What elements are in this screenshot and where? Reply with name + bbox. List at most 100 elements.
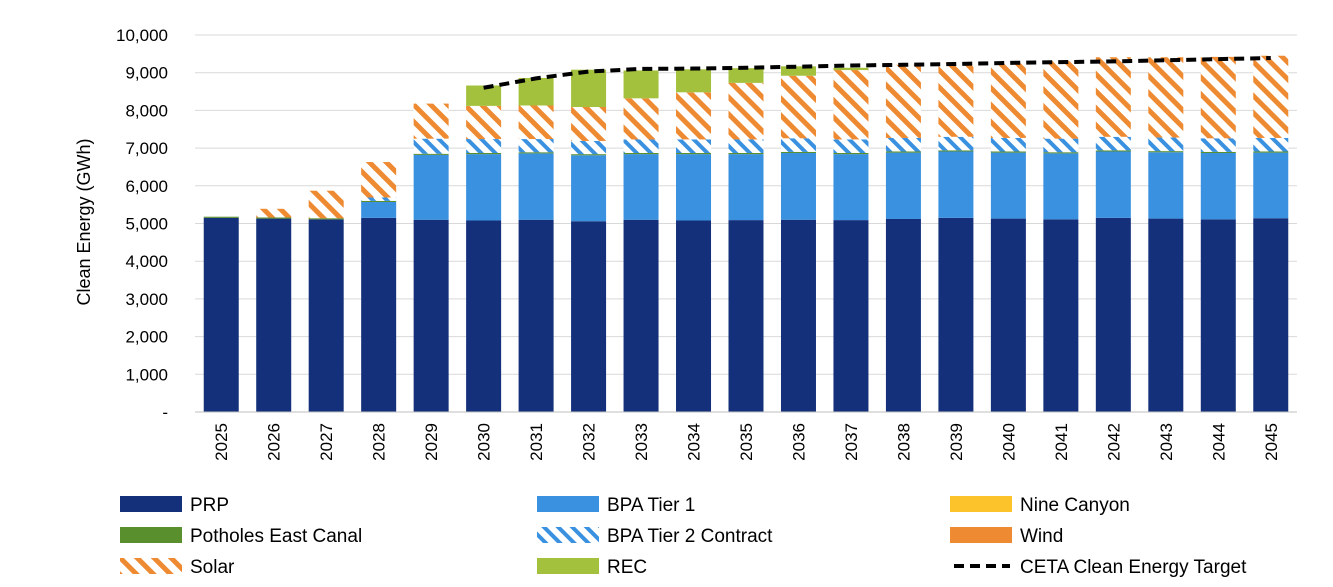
legend-item: Potholes East Canal — [120, 526, 362, 547]
bar-stack — [571, 69, 607, 412]
bar-segment-bpa-tier-1 — [361, 202, 397, 218]
bar-segment-prp — [1043, 219, 1079, 412]
bar-stack — [1200, 56, 1236, 412]
bar-segment-potholes-east-canal — [1253, 151, 1289, 153]
bar-segment-solar — [833, 70, 869, 140]
bar-segment-bpa-tier-2-contract — [1043, 138, 1079, 153]
bar-segment-potholes-east-canal — [466, 153, 502, 155]
bar-segment-bpa-tier-1 — [623, 154, 659, 220]
bar-segment-solar — [466, 105, 502, 140]
bar-segment-prp — [728, 220, 764, 412]
bar-stack — [413, 103, 449, 412]
bar-segment-solar — [885, 64, 921, 138]
bar-segment-bpa-tier-2-contract — [1095, 136, 1131, 151]
bar-segment-prp — [990, 218, 1026, 412]
bar-segment-bpa-tier-2-contract — [518, 139, 554, 153]
bar-segment-prp — [1148, 218, 1184, 412]
y-tick-label: 8,000 — [125, 101, 168, 120]
bar-segment-prp — [361, 217, 397, 412]
x-tick-label: 2037 — [842, 423, 861, 461]
bar-segment-potholes-east-canal — [1200, 151, 1236, 154]
legend-swatch — [950, 496, 1012, 512]
bar-segment-prp — [571, 221, 607, 412]
bar-segment-bpa-tier-1 — [676, 154, 712, 221]
legend-label: BPA Tier 1 — [607, 495, 695, 516]
legend-label: Wind — [1020, 526, 1063, 547]
legend-swatch — [950, 527, 1012, 543]
bar-segment-bpa-tier-1 — [571, 155, 607, 222]
bar-segment-rec — [623, 70, 659, 99]
y-tick-label: 10,000 — [116, 26, 168, 45]
bar-stack — [1095, 57, 1131, 412]
bar-segment-prp — [518, 219, 554, 412]
bar-segment-potholes-east-canal — [1043, 152, 1079, 154]
legend-item: PRP — [120, 495, 229, 516]
bar-segment-rec — [833, 67, 869, 71]
legend-item: BPA Tier 2 Contract — [537, 526, 773, 547]
legend-swatch — [537, 496, 599, 512]
bar-segment-prp — [1253, 218, 1289, 412]
bar-segment-solar — [1200, 56, 1236, 139]
y-tick-label: 1,000 — [125, 365, 168, 384]
bar-segment-prp — [413, 219, 449, 412]
bar-segment-potholes-east-canal — [780, 151, 816, 154]
bar-stack — [676, 69, 712, 412]
legend-item: REC — [537, 557, 647, 578]
bar-stack — [885, 64, 921, 412]
bar-segment-bpa-tier-2-contract — [571, 140, 607, 155]
bar-segment-solar — [780, 75, 816, 139]
legend-item: Solar — [120, 557, 235, 578]
bar-segment-potholes-east-canal — [676, 153, 712, 155]
y-tick-label: 2,000 — [125, 328, 168, 347]
bar-segment-potholes-east-canal — [885, 151, 921, 153]
bar-stack — [256, 208, 292, 412]
bar-segment-bpa-tier-2-contract — [938, 136, 974, 151]
bar-segment-solar — [1148, 57, 1184, 138]
bar-stack — [780, 66, 816, 412]
ceta-target-line — [483, 55, 1271, 90]
y-axis-title: Clean Energy (GWh) — [74, 138, 94, 305]
x-tick-label: 2033 — [632, 423, 651, 461]
bar-segment-potholes-east-canal — [571, 154, 607, 156]
bar-segment-potholes-east-canal — [623, 153, 659, 155]
bar-stack — [308, 190, 344, 412]
bar-segment-bpa-tier-2-contract — [676, 139, 712, 154]
bar-segment-potholes-east-canal — [990, 151, 1026, 153]
bar-segment-solar — [1095, 57, 1131, 137]
legend-swatch — [537, 558, 599, 574]
bar-segment-bpa-tier-2-contract — [623, 139, 659, 154]
legend-label: REC — [607, 557, 647, 578]
legend-item: BPA Tier 1 — [537, 495, 695, 516]
legend: PRP BPA Tier 1 Nine Canyon Potholes East Ca… — [120, 495, 1247, 578]
bar-segment-prp — [466, 220, 502, 412]
bar-segment-solar — [728, 82, 764, 140]
bar-segment-bpa-tier-2-contract — [728, 139, 764, 154]
bar-stack — [1148, 57, 1184, 412]
y-tick-label: - — [162, 403, 168, 422]
bar-segment-potholes-east-canal — [203, 216, 239, 218]
x-tick-label: 2043 — [1157, 423, 1176, 461]
bar-stack — [623, 70, 659, 412]
legend-swatch — [537, 527, 599, 543]
bar-segment-bpa-tier-1 — [1200, 153, 1236, 220]
y-tick-label: 4,000 — [125, 252, 168, 271]
bar-segment-potholes-east-canal — [728, 153, 764, 155]
bar-stack — [203, 216, 239, 412]
bar-segment-solar — [990, 62, 1026, 138]
bar-segment-potholes-east-canal — [938, 150, 974, 152]
x-tick-label: 2038 — [894, 423, 913, 461]
bar-segment-bpa-tier-2-contract — [990, 137, 1026, 152]
bar-segment-solar — [361, 162, 397, 198]
x-tick-label: 2041 — [1052, 423, 1071, 461]
bar-segment-bpa-tier-1 — [885, 152, 921, 219]
bar-segment-prp — [833, 220, 869, 412]
bar-stack — [1043, 61, 1079, 412]
x-tick-label: 2032 — [580, 423, 599, 461]
x-tick-label: 2044 — [1209, 423, 1228, 461]
bar-segment-potholes-east-canal — [308, 218, 344, 220]
bar-segment-potholes-east-canal — [1095, 150, 1131, 152]
bar-segment-rec — [571, 69, 607, 108]
x-tick-label: 2029 — [422, 423, 441, 461]
x-tick-label: 2025 — [212, 423, 231, 461]
y-tick-label: 6,000 — [125, 177, 168, 196]
